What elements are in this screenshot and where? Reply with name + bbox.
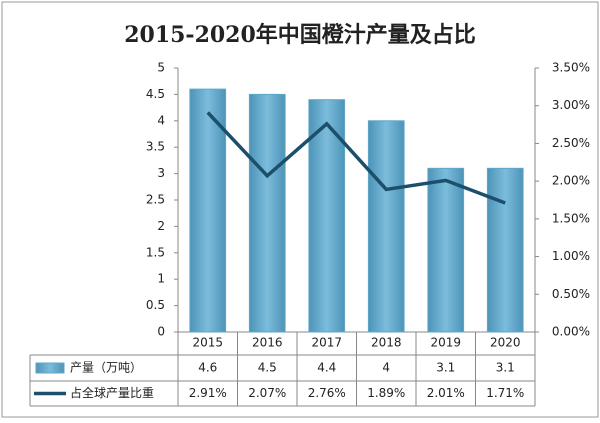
y2-tick-label: 1.00%: [552, 249, 590, 263]
y-tick-label: 3.5: [146, 140, 165, 154]
y2-tick-label: 2.50%: [552, 136, 590, 150]
y-tick-label: 1: [157, 272, 165, 286]
y-tick-label: 4.5: [146, 87, 165, 101]
y-tick-label: 4: [157, 113, 165, 127]
table-cell: 4.5: [258, 361, 277, 375]
y-tick-label: 2.5: [146, 193, 165, 207]
y2-tick-label: 3.00%: [552, 98, 590, 112]
x-tick-label: 2019: [430, 336, 461, 350]
y2-tick-label: 1.50%: [552, 211, 590, 225]
table-cell: 1.71%: [486, 386, 524, 400]
y-tick-label: 5: [157, 61, 165, 75]
bar: [486, 167, 524, 333]
x-tick-label: 2015: [192, 336, 223, 350]
y2-tick-label: 0.00%: [552, 325, 590, 339]
table-cell: 1.89%: [367, 386, 405, 400]
y-tick-label: 0.5: [146, 298, 165, 312]
table-cell: 2.01%: [427, 386, 465, 400]
table-cell: 2.91%: [189, 386, 227, 400]
line: [206, 111, 506, 205]
bar: [248, 93, 286, 333]
legend-label: 占全球产量比重: [70, 385, 154, 400]
x-tick-label: 2020: [490, 336, 521, 350]
x-tick-label: 2017: [311, 336, 342, 350]
table-cell: 2.07%: [248, 386, 286, 400]
x-tick-label: 2016: [252, 336, 283, 350]
bar: [427, 167, 465, 333]
y-tick-label: 3: [157, 166, 165, 180]
table-cell: 4: [382, 361, 390, 375]
bar: [189, 88, 227, 333]
legend-swatch: [35, 362, 65, 374]
y-tick-label: 2: [157, 219, 165, 233]
table-cell: 4.4: [317, 361, 336, 375]
bar: [367, 120, 405, 333]
x-tick-label: 2018: [371, 336, 402, 350]
table-cell: 2.76%: [308, 386, 346, 400]
table-cell: 3.1: [436, 361, 455, 375]
table-cell: 3.1: [496, 361, 515, 375]
chart-title: 2015-2020年中国橙汁产量及占比: [124, 22, 476, 48]
y-tick-label: 0: [157, 325, 165, 339]
table-cell: 4.6: [198, 361, 217, 375]
y2-tick-label: 2.00%: [552, 174, 590, 188]
y-tick-label: 1.5: [146, 245, 165, 259]
y2-tick-label: 0.50%: [552, 287, 590, 301]
legend-label: 产量（万吨）: [70, 361, 142, 375]
y2-tick-label: 3.50%: [552, 61, 590, 75]
